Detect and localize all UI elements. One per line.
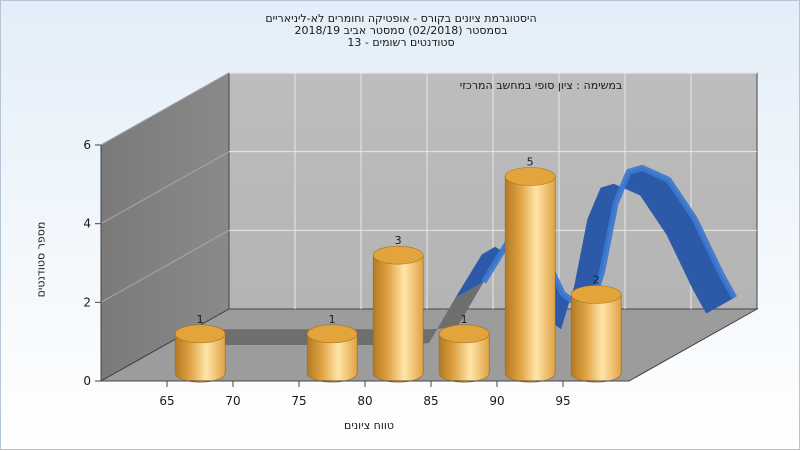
bar-top	[174, 324, 226, 344]
chart-title-line-3: סטודנטים רשומים - 13	[347, 36, 455, 49]
x-axis-title: טווח ציונים	[344, 419, 394, 432]
bar-top	[438, 324, 490, 344]
gridline-left-wall	[100, 229, 230, 303]
bar-body	[372, 254, 424, 383]
bar-90	[504, 167, 556, 383]
x-tick-label: 95	[555, 394, 570, 408]
bar-value-label: 5	[527, 155, 534, 168]
x-tick-label: 75	[291, 394, 306, 408]
y-tick-label: 6	[83, 138, 91, 152]
chart-title-line-2: בסמסטר (02/2018) סמסטר אביב 2018/19	[294, 24, 508, 37]
gridline-left-wall	[100, 151, 230, 225]
bar-top	[372, 245, 424, 265]
x-tick-label: 70	[225, 394, 240, 408]
bar-top	[570, 285, 622, 304]
bar-75	[306, 324, 358, 383]
y-tick-label: 4	[83, 217, 91, 231]
bar-value-label: 1	[461, 313, 468, 326]
y-tick-label: 2	[83, 295, 91, 309]
x-tick-label: 90	[489, 394, 504, 408]
bar-95	[570, 285, 622, 383]
bar-85	[438, 324, 490, 383]
y-tick-label: 0	[83, 374, 91, 388]
bar-body	[504, 176, 556, 383]
chart-title-line-1: היסטוגרמת ציונים בקורס - אופטיקה וחומרים…	[265, 12, 537, 25]
bar-80	[372, 245, 424, 383]
x-tick-label: 85	[423, 394, 438, 408]
bar-value-label: 3	[395, 234, 402, 247]
bar-value-label: 2	[593, 273, 600, 286]
bar-body	[570, 294, 622, 383]
bar-body	[306, 333, 358, 383]
bar-value-label: 1	[329, 313, 336, 326]
bar-body	[438, 333, 490, 383]
bar-65	[174, 324, 226, 383]
bar-top	[504, 167, 556, 186]
bar-top	[306, 324, 358, 344]
x-tick-label: 80	[357, 394, 372, 408]
x-tick-label: 65	[159, 394, 174, 408]
chart-subtitle: במשימה : ציון סופי במחשב המרכזי	[460, 79, 623, 92]
bar-value-label: 1	[197, 313, 204, 326]
bar-body	[174, 333, 226, 383]
gridline-left-wall	[100, 72, 230, 146]
